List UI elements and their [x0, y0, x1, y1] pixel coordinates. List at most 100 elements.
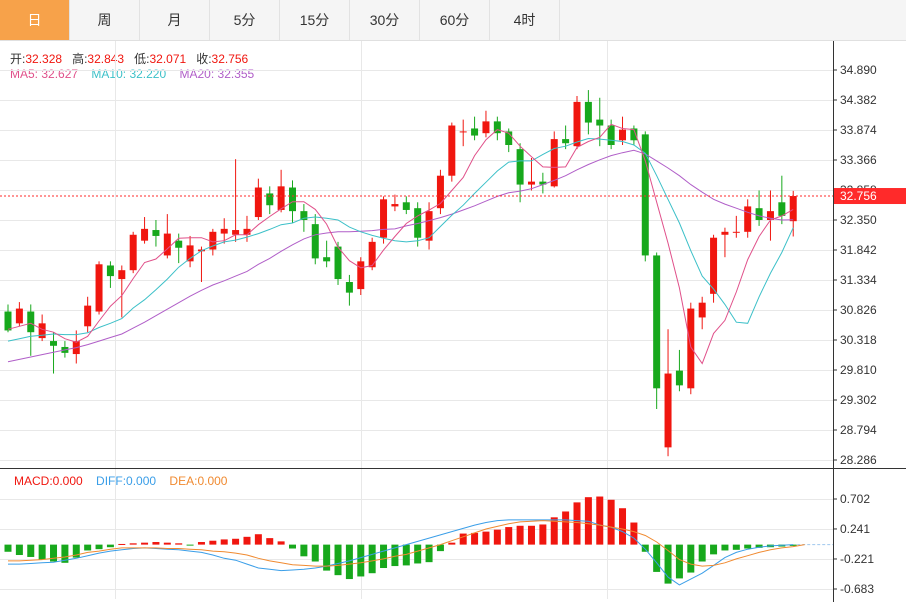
price-tick-label: 28.794: [840, 423, 877, 437]
ma10-line: [7, 137, 794, 342]
price-tick-label: 33.366: [840, 153, 877, 167]
candle-down: [755, 208, 763, 220]
macd-bar-positive: [448, 542, 456, 545]
candle-down: [311, 224, 319, 259]
candle-down: [493, 121, 501, 134]
macd-bar-positive: [266, 538, 274, 545]
macd-tick-label: -0.221: [840, 552, 874, 566]
price-tick-label: 29.810: [840, 363, 877, 377]
macd-bar-positive: [163, 542, 171, 545]
macd-bar-positive: [516, 525, 524, 545]
macd-bar-negative: [186, 544, 194, 546]
tab-day[interactable]: 日: [0, 0, 70, 40]
low-label: 低:: [134, 52, 150, 66]
macd-bar-negative: [391, 544, 399, 567]
candle-up: [209, 231, 217, 250]
macd-bar-negative: [687, 544, 695, 573]
candle-up: [118, 270, 126, 280]
candle-up: [550, 139, 558, 187]
price-tick-label: 28.286: [840, 453, 877, 467]
macd-bar-negative: [345, 544, 353, 580]
macd-bar-positive: [596, 496, 604, 545]
macd-bar-negative: [789, 544, 797, 546]
macd-bar-negative: [300, 544, 308, 557]
macd-bar-negative: [50, 544, 58, 562]
tab-60min[interactable]: 60分: [420, 0, 490, 40]
price-chart[interactable]: 34.89034.38233.87433.36632.85832.35031.8…: [0, 41, 906, 602]
candle-down: [675, 370, 683, 386]
candle-up: [766, 211, 774, 220]
high-value: 32.843: [87, 52, 125, 66]
close-value: 32.756: [211, 52, 249, 66]
macd-bar-negative: [675, 544, 683, 579]
candle-down: [345, 282, 353, 293]
price-tick-label: 34.890: [840, 63, 877, 77]
macd-bar-negative: [368, 544, 376, 574]
dea-label: DEA:: [169, 474, 198, 488]
candle-down: [4, 311, 12, 331]
macd-bar-positive: [220, 539, 228, 545]
ma20-line: [7, 149, 794, 363]
candle-up: [254, 187, 262, 218]
macd-bar-positive: [152, 542, 160, 545]
candle-up: [527, 181, 535, 185]
candle-up: [95, 264, 103, 312]
macd-bar-negative: [664, 544, 672, 584]
candle-down: [505, 131, 513, 145]
candle-up: [436, 175, 444, 209]
macd-bar-positive: [277, 541, 285, 545]
diff-value: 0.000: [126, 474, 157, 488]
macd-bar-negative: [698, 544, 706, 562]
macd-bar-negative: [732, 544, 740, 550]
candle-up: [163, 233, 171, 256]
dea-line: [8, 520, 805, 567]
candle-up: [448, 125, 456, 176]
price-tick-label: 34.382: [840, 93, 877, 107]
macd-bar-negative: [744, 544, 752, 549]
candle-down: [106, 265, 114, 277]
tab-month[interactable]: 月: [140, 0, 210, 40]
macd-bar-positive: [209, 540, 217, 545]
macd-bar-negative: [755, 544, 763, 548]
candle-up: [744, 206, 752, 232]
candle-down: [471, 128, 479, 136]
tab-15min[interactable]: 15分: [280, 0, 350, 40]
price-tick-label: 31.842: [840, 243, 877, 257]
dea-value: 0.000: [197, 474, 228, 488]
macd-bar-positive: [505, 527, 513, 545]
macd-bar-positive: [607, 499, 615, 545]
macd-bar-negative: [84, 544, 92, 551]
candle-up: [573, 101, 581, 147]
candle-down: [27, 311, 35, 333]
price-tick-label: 30.826: [840, 303, 877, 317]
macd-bar-negative: [653, 544, 661, 572]
candle-down: [175, 240, 183, 248]
macd-bar-positive: [254, 534, 262, 545]
macd-bar-negative: [323, 544, 331, 571]
tab-4hour[interactable]: 4时: [490, 0, 560, 40]
macd-bar-positive: [141, 542, 149, 545]
candle-up: [619, 129, 627, 141]
candle-down: [402, 202, 410, 210]
tab-week[interactable]: 周: [70, 0, 140, 40]
ma5-line: [7, 123, 794, 365]
macd-bar-negative: [4, 544, 12, 552]
candle-up: [664, 373, 672, 448]
high-label: 高:: [72, 52, 88, 66]
macd-bar-negative: [72, 544, 80, 558]
candle-up: [15, 308, 23, 324]
candle-up: [459, 131, 467, 133]
candle-up: [425, 211, 433, 241]
candle-up: [721, 231, 729, 235]
macd-bar-positive: [539, 524, 547, 545]
macd-bar-negative: [721, 544, 729, 551]
price-tick-label: 33.874: [840, 123, 877, 137]
candle-down: [584, 101, 592, 123]
macd-bar-negative: [106, 544, 114, 548]
candle-up: [732, 231, 740, 233]
macd-bar-negative: [289, 544, 296, 549]
candle-down: [334, 246, 342, 280]
tab-5min[interactable]: 5分: [210, 0, 280, 40]
open-value: 32.328: [25, 52, 63, 66]
tab-30min[interactable]: 30分: [350, 0, 420, 40]
